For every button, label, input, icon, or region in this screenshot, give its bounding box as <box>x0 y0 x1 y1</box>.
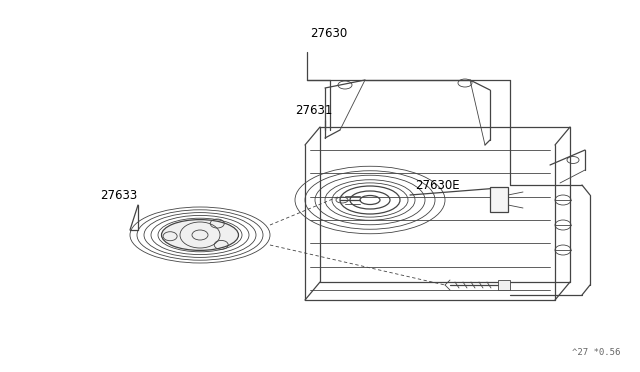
Text: 27633: 27633 <box>100 189 137 202</box>
Text: ^27 *0.56: ^27 *0.56 <box>572 348 620 357</box>
Text: 27630: 27630 <box>310 27 348 40</box>
Ellipse shape <box>161 219 239 250</box>
Bar <box>498 280 510 290</box>
Text: 27631: 27631 <box>295 104 332 117</box>
Bar <box>490 187 508 212</box>
Text: 27630E: 27630E <box>415 179 460 192</box>
